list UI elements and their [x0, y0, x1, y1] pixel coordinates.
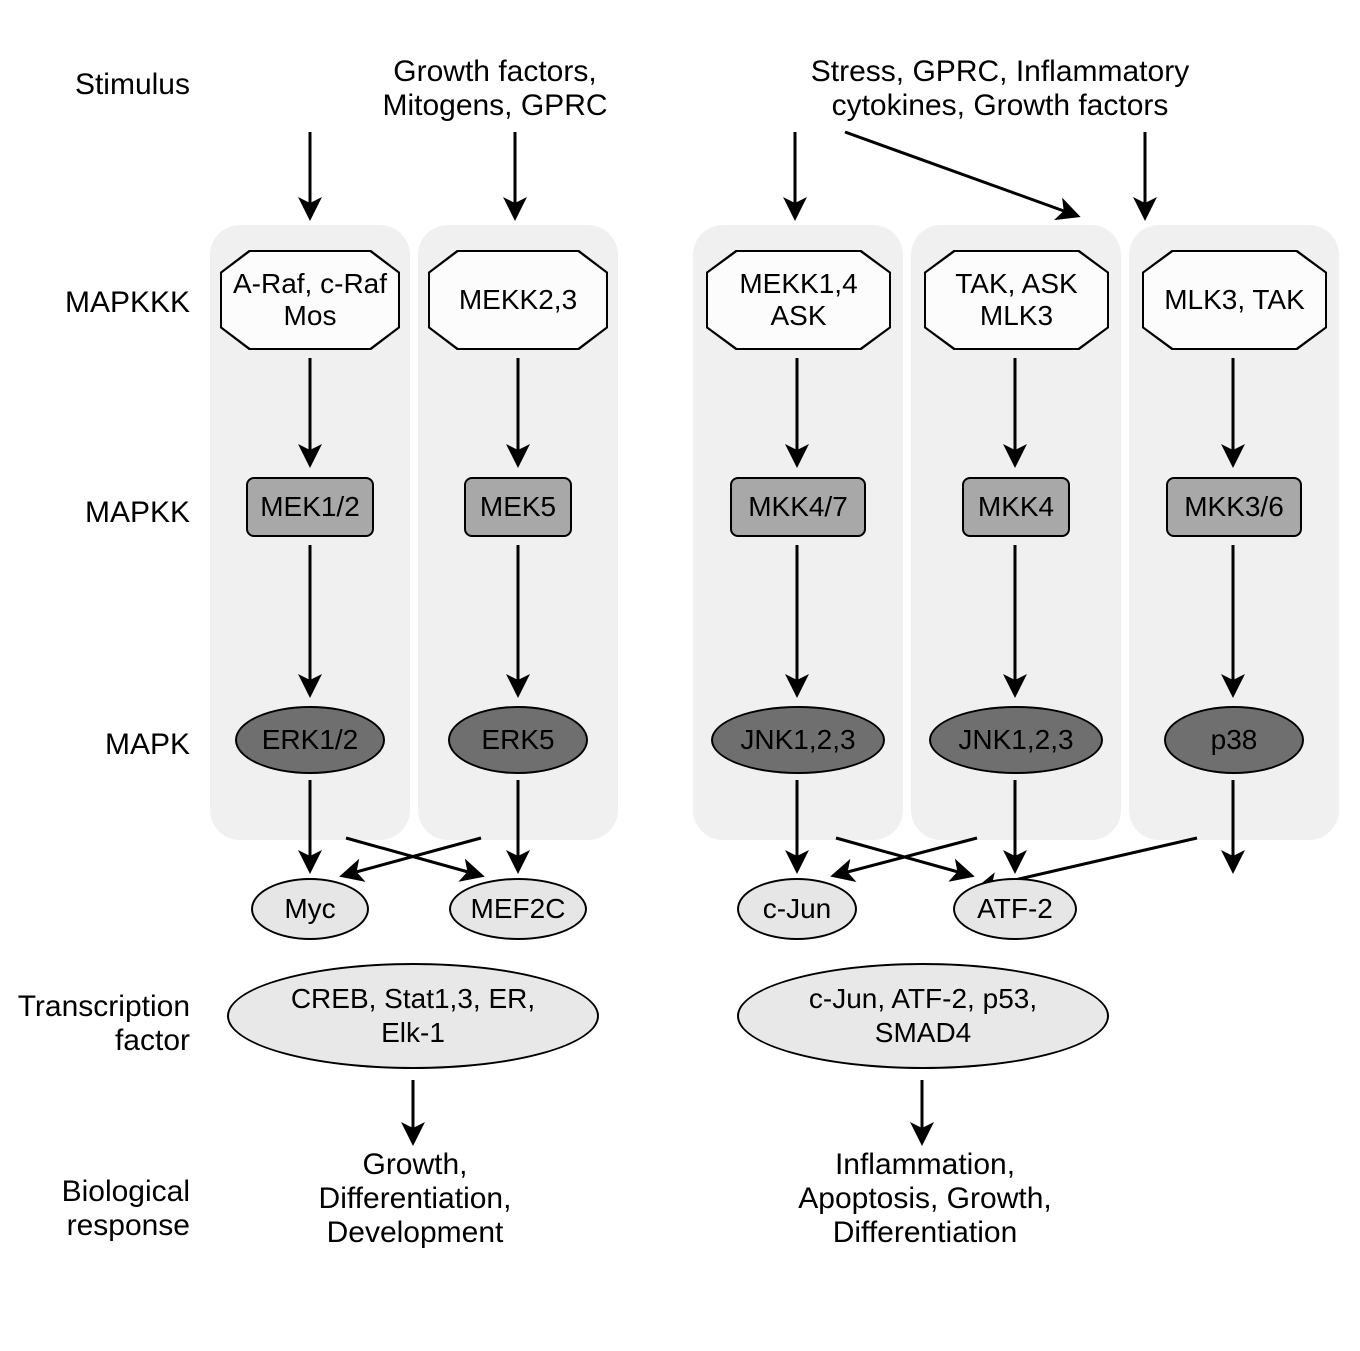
mapkkk-node-3: TAK, ASK MLK3: [924, 250, 1109, 350]
stimulus-arrow-3: [845, 132, 1075, 215]
mapkk-node-4: MKK3/6: [1166, 477, 1302, 537]
row-label-mapkk: MAPKK: [0, 496, 190, 530]
response-0: Growth, Differentiation, Development: [280, 1148, 550, 1250]
mapkk-node-3: MKK4: [962, 477, 1070, 537]
mapkkk-label-4: MLK3, TAK: [1144, 252, 1325, 348]
col0-arrow-3: [346, 838, 479, 875]
mapk-node-1: ERK5: [448, 706, 588, 774]
mapkkk-label-3: TAK, ASK MLK3: [926, 252, 1107, 348]
mapkk-node-2: MKK4/7: [730, 477, 866, 537]
mapk-node-0: ERK1/2: [235, 706, 385, 774]
mapkk-node-1: MEK5: [464, 477, 572, 537]
mapk-node-3: JNK1,2,3: [929, 706, 1103, 774]
row-label-mapk: MAPK: [0, 728, 190, 762]
mapkkk-node-4: MLK3, TAK: [1142, 250, 1327, 350]
col2-arrow-3: [836, 838, 969, 875]
mapkkk-node-1: MEKK2,3: [428, 250, 608, 350]
row-label-mapkkk: MAPKKK: [0, 286, 190, 320]
stimulus-group-0: Growth factors, Mitogens, GPRC: [315, 55, 675, 123]
tf-group-0: CREB, Stat1,3, ER, Elk-1: [227, 963, 599, 1069]
tf-node-1: MEF2C: [449, 878, 587, 940]
mapkk-node-0: MEK1/2: [246, 477, 374, 537]
tf-node-0: Myc: [251, 878, 369, 940]
mapk-node-4: p38: [1164, 706, 1304, 774]
stimulus-group-1: Stress, GPRC, Inflammatory cytokines, Gr…: [720, 55, 1280, 123]
mapk-node-2: JNK1,2,3: [711, 706, 885, 774]
mapkkk-label-2: MEKK1,4 ASK: [708, 252, 889, 348]
col3-arrow-3: [836, 838, 977, 875]
diagram-canvas: Stimulus MAPKKK MAPKK MAPK Transcription fac…: [0, 0, 1360, 1351]
response-1: Inflammation, Apoptosis, Growth, Differe…: [770, 1148, 1080, 1250]
row-label-tf: Transcription factor: [0, 990, 190, 1058]
row-label-stimulus: Stimulus: [0, 68, 190, 102]
mapkkk-node-0: A-Raf, c-Raf Mos: [220, 250, 400, 350]
mapkkk-node-2: MEKK1,4 ASK: [706, 250, 891, 350]
mapkkk-label-0: A-Raf, c-Raf Mos: [222, 252, 398, 348]
row-label-response: Biological response: [0, 1175, 190, 1243]
mapkkk-label-1: MEKK2,3: [430, 252, 606, 348]
col1-arrow-3: [345, 838, 481, 875]
tf-node-3: ATF-2: [953, 878, 1077, 940]
tf-group-1: c-Jun, ATF-2, p53, SMAD4: [737, 963, 1109, 1069]
tf-node-2: c-Jun: [737, 878, 857, 940]
